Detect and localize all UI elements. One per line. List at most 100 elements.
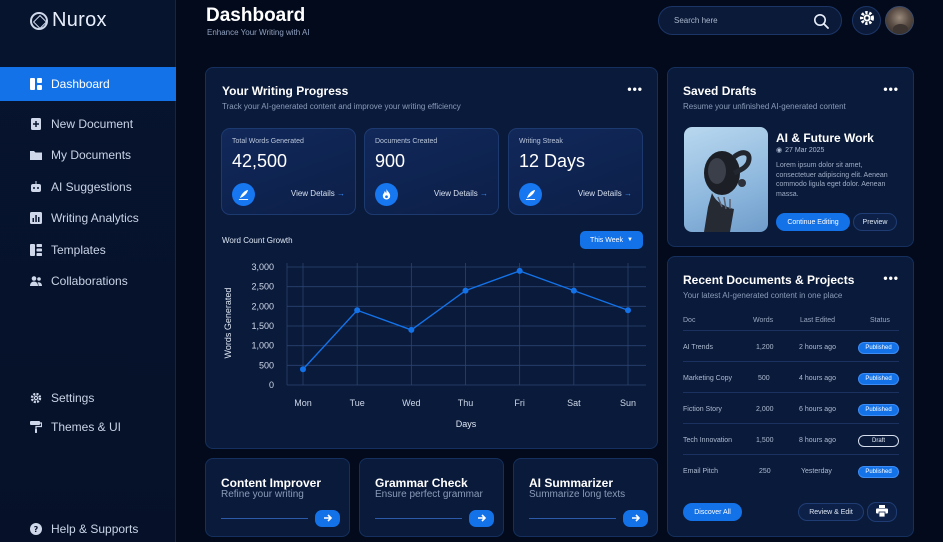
card-title: Your Writing Progress [222, 84, 349, 98]
doc-edited: 2 hours ago [799, 344, 836, 351]
divider [221, 518, 308, 519]
search-input[interactable] [674, 16, 804, 25]
doc-name: Email Pitch [683, 468, 719, 475]
column-header-last-edited: Last Edited [800, 317, 836, 324]
sidebar-item-my-documents[interactable]: My Documents [0, 140, 176, 170]
sidebar-item-themes[interactable]: Themes & UI [0, 412, 176, 442]
tool-card-content-improver[interactable]: Content Improver Refine your writing [205, 458, 350, 537]
brand-name: Nurox [52, 9, 107, 31]
avatar[interactable] [885, 6, 914, 35]
recent-documents-card: Recent Documents & Projects Your latest … [667, 256, 914, 537]
sidebar-item-label: Templates [51, 243, 106, 257]
stat-label: Total Words Generated [232, 138, 304, 145]
print-button[interactable] [867, 502, 897, 522]
card-title: Saved Drafts [683, 84, 757, 98]
stat-label: Documents Created [375, 138, 438, 145]
tool-title: Grammar Check [375, 476, 468, 490]
card-subtitle: Track your AI-generated content and impr… [222, 102, 461, 111]
arrow-right-icon [323, 510, 333, 528]
table-row[interactable]: Fiction Story 2,000 6 hours ago Publishe… [683, 392, 899, 423]
sidebar-item-templates[interactable]: Templates [0, 235, 176, 265]
sidebar-item-new-document[interactable]: New Document [0, 109, 176, 139]
more-options-icon[interactable]: ••• [883, 271, 899, 285]
x-axis-label: Days [456, 419, 477, 429]
brand-logo[interactable]: Nurox [30, 9, 107, 32]
sidebar-item-writing-analytics[interactable]: Writing Analytics [0, 203, 176, 233]
x-tick-label: Fri [514, 398, 525, 408]
table-row[interactable]: Marketing Copy 500 4 hours ago Published [683, 361, 899, 392]
view-details-link[interactable]: View Details → [578, 189, 632, 198]
y-axis-label: Words Generated [223, 288, 233, 359]
doc-words: 250 [759, 468, 771, 475]
y-tick-label: 2,000 [251, 301, 274, 311]
sidebar-item-settings[interactable]: Settings [0, 383, 176, 413]
word-count-chart: 0 500 1,000 1,500 2,000 2,500 3,000 Mon Tue Wed Th… [223, 262, 646, 429]
x-tick-label: Sat [567, 398, 581, 408]
doc-name: Fiction Story [683, 406, 722, 413]
robot-icon [30, 181, 42, 193]
y-tick-label: 0 [269, 380, 274, 390]
open-tool-button[interactable] [623, 510, 648, 527]
card-subtitle: Your latest AI-generated content in one … [683, 291, 843, 300]
sidebar-item-label: Themes & UI [51, 420, 122, 434]
more-options-icon[interactable]: ••• [627, 82, 643, 96]
review-edit-button[interactable]: Review & Edit [798, 503, 864, 521]
data-point [625, 307, 631, 314]
search-bar [658, 6, 842, 35]
open-tool-button[interactable] [469, 510, 494, 527]
chart-icon [30, 212, 42, 224]
data-point [354, 307, 361, 314]
stat-card-writing-streak: Writing Streak 12 Days View Details → [508, 128, 643, 215]
users-icon [30, 275, 42, 287]
sidebar-item-help[interactable]: ? Help & Supports [0, 514, 176, 542]
column-header-doc: Doc [683, 317, 696, 324]
search-icon[interactable] [813, 13, 829, 29]
sidebar-item-dashboard[interactable]: Dashboard [0, 67, 176, 101]
flame-icon [375, 183, 398, 206]
draft-cover-image[interactable] [684, 127, 768, 232]
arrow-right-icon: → [337, 189, 345, 198]
doc-words: 1,500 [756, 437, 774, 444]
status-badge: Published [858, 466, 899, 478]
y-tick-label: 3,000 [251, 262, 274, 272]
y-tick-label: 2,500 [251, 282, 274, 292]
arrow-right-icon: → [624, 189, 632, 198]
range-dropdown[interactable]: This Week ▼ [580, 231, 643, 249]
discover-all-button[interactable]: Discover All [683, 503, 742, 521]
dashboard-icon [30, 78, 42, 90]
tool-title: Content Improver [221, 476, 322, 490]
x-tick-label: Sun [620, 398, 636, 408]
preview-button[interactable]: Preview [853, 213, 897, 231]
y-tick-label: 500 [259, 360, 274, 370]
tool-card-ai-summarizer[interactable]: AI Summarizer Summarize long texts [513, 458, 658, 537]
stat-card-documents-created: Documents Created 900 View Details → [364, 128, 499, 215]
table-row[interactable]: Tech Innovation 1,500 8 hours ago Draft [683, 423, 899, 454]
tool-title: AI Summarizer [529, 476, 614, 490]
quill-icon [232, 183, 255, 206]
sidebar-item-label: Settings [51, 391, 95, 405]
data-point [570, 287, 577, 294]
table-row[interactable]: Email Pitch 250 Yesterday Published [683, 454, 899, 485]
view-details-link[interactable]: View Details → [291, 189, 345, 198]
stat-value: 900 [375, 151, 406, 171]
doc-name: Marketing Copy [683, 375, 733, 382]
view-details-link[interactable]: View Details → [434, 189, 488, 198]
doc-edited: 8 hours ago [799, 437, 836, 444]
open-tool-button[interactable] [315, 510, 340, 527]
view-details-label: View Details [290, 189, 335, 198]
data-point [300, 366, 306, 373]
view-details-label: View Details [577, 189, 622, 198]
sidebar-item-collaborations[interactable]: Collaborations [0, 266, 176, 296]
table-row[interactable]: AI Trends 1,200 2 hours ago Published [683, 330, 899, 361]
status-badge: Draft [858, 435, 899, 447]
settings-button[interactable] [852, 6, 881, 35]
sidebar-item-label: New Document [51, 117, 134, 131]
card-subtitle: Resume your unfinished AI-generated cont… [683, 102, 846, 111]
more-options-icon[interactable]: ••• [883, 82, 899, 96]
sidebar-item-ai-suggestions[interactable]: AI Suggestions [0, 172, 176, 202]
stat-value: 42,500 [232, 151, 288, 171]
tool-card-grammar-check[interactable]: Grammar Check Ensure perfect grammar [359, 458, 504, 537]
page-title: Dashboard [206, 5, 306, 26]
continue-editing-button[interactable]: Continue Editing [776, 213, 850, 231]
divider [529, 518, 616, 519]
